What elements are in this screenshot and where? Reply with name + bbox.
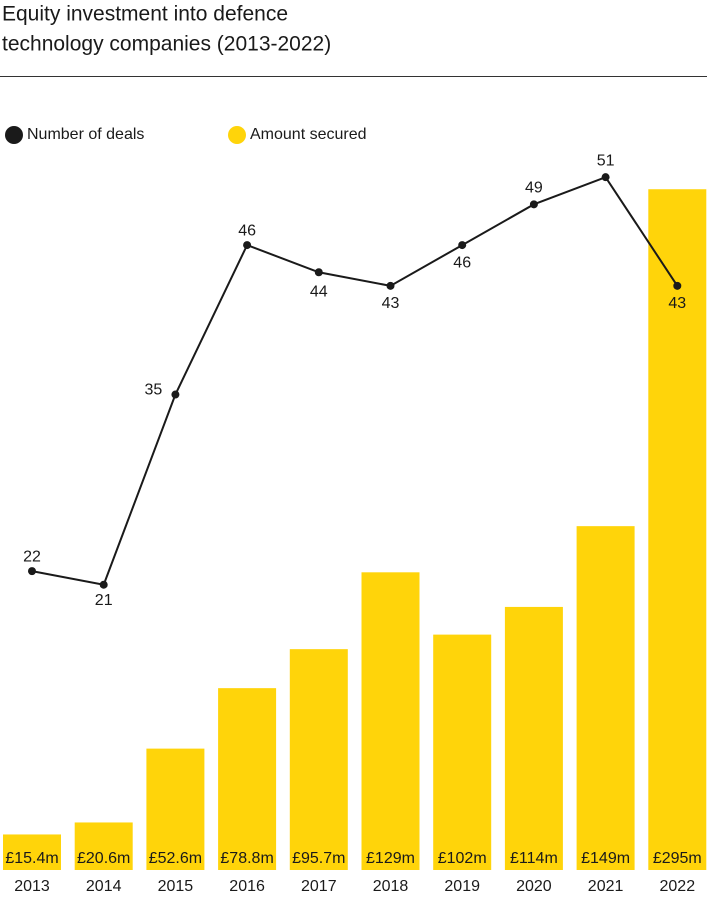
x-tick-label: 2015 (158, 878, 194, 895)
line-point (673, 281, 682, 290)
bar (361, 572, 420, 870)
chart-title: technology companies (2013-2022) (2, 33, 331, 56)
bar-value-label: £15.4m (5, 850, 58, 867)
point-label: 22 (23, 548, 41, 565)
point-label: 43 (668, 295, 686, 312)
line-point (171, 390, 180, 399)
line-point (529, 200, 538, 209)
line-point (386, 281, 395, 290)
bar-value-label: £114m (510, 850, 558, 867)
x-tick-label: 2017 (301, 878, 337, 895)
x-tick-label: 2014 (86, 878, 122, 895)
bar-value-label: £102m (438, 850, 487, 867)
bar-value-label: £78.8m (220, 850, 273, 867)
bar (576, 526, 635, 870)
line-point (243, 241, 252, 250)
bar (433, 634, 492, 870)
point-label: 43 (382, 295, 400, 312)
point-label: 44 (310, 283, 328, 300)
line-point (314, 268, 323, 277)
line-point (458, 241, 467, 250)
bar (74, 822, 133, 870)
point-label: 35 (145, 382, 163, 399)
legend-label: Amount secured (250, 126, 367, 143)
line (31, 175, 679, 586)
line-point (28, 567, 36, 576)
bar-value-label: £95.7m (292, 850, 345, 867)
chart-title: Equity investment into defence (2, 3, 288, 26)
point-label: 21 (95, 592, 113, 609)
point-label: 46 (453, 254, 471, 271)
bar-value-label: £20.6m (77, 850, 130, 867)
bar (648, 189, 707, 870)
legend-swatch (5, 126, 23, 144)
bar (146, 748, 205, 870)
x-tick-label: 2022 (660, 878, 696, 895)
x-tick-label: 2021 (588, 878, 624, 895)
x-tick-label: 2020 (516, 878, 552, 895)
bar (218, 688, 277, 870)
bar-value-label: £52.6m (149, 850, 202, 867)
x-tick-label: 2016 (229, 878, 265, 895)
point-label: 51 (597, 152, 615, 169)
x-tick-label: 2013 (14, 878, 50, 895)
point-label: 49 (525, 180, 543, 197)
line-point (99, 580, 108, 589)
bar (3, 834, 61, 870)
point-label: 46 (238, 222, 256, 239)
bar-value-label: £295m (653, 850, 702, 867)
x-tick-label: 2019 (444, 878, 480, 895)
bar (504, 606, 563, 870)
legend-swatch (228, 126, 246, 144)
legend-label: Number of deals (27, 126, 144, 143)
bar (289, 649, 348, 870)
bar-value-label: £129m (366, 850, 415, 867)
bar-value-label: £149m (581, 850, 630, 867)
line-point (601, 173, 610, 182)
x-tick-label: 2018 (373, 878, 409, 895)
